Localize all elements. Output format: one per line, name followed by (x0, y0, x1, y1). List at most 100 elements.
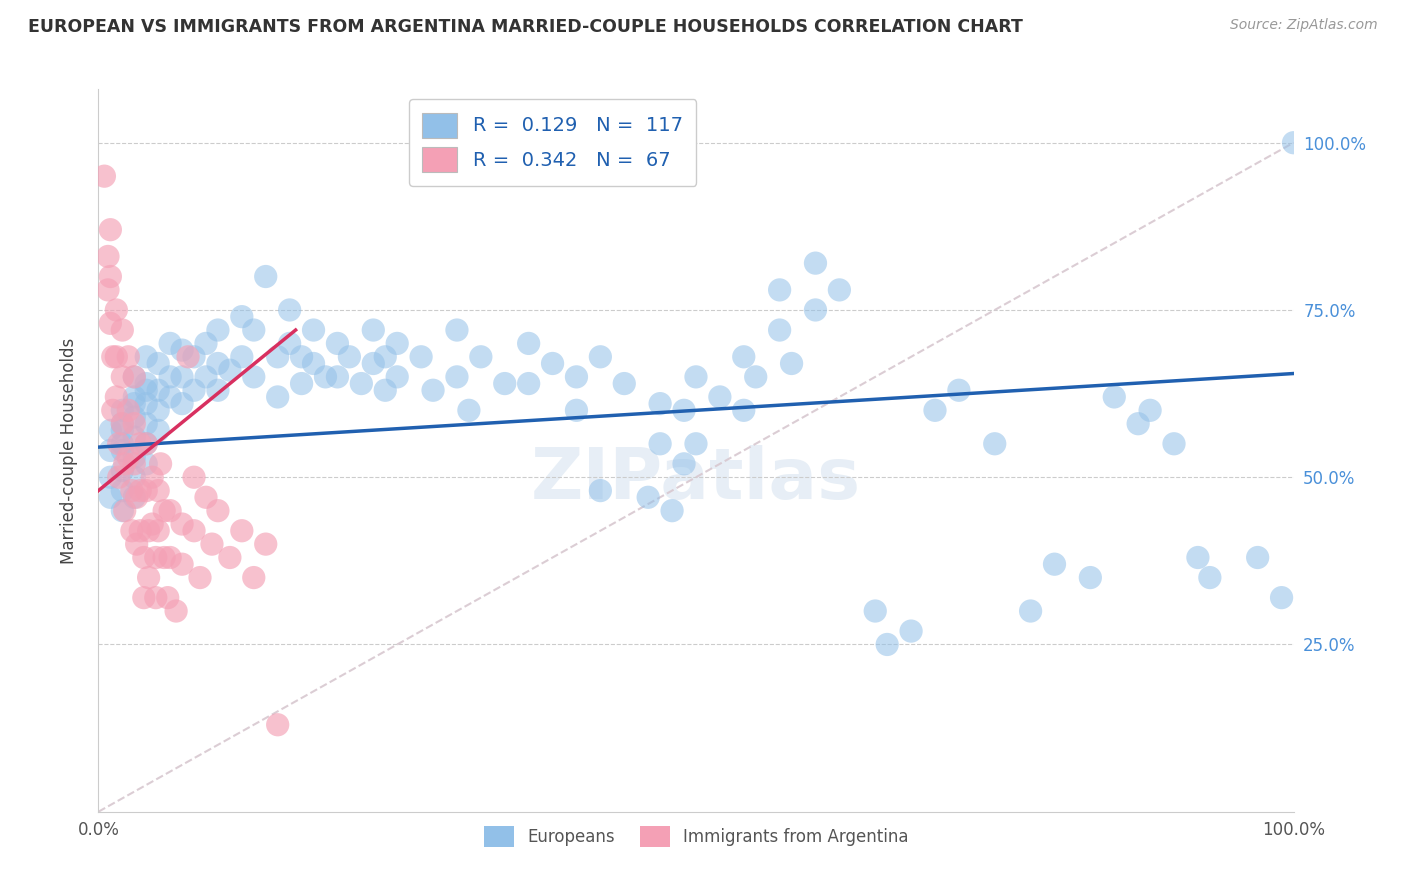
Point (207, 384, 229, 398)
Point (111, 417, 134, 431)
Point (458, 403, 481, 417)
Point (114, 503, 136, 517)
Point (1163, 436, 1185, 450)
Point (148, 483, 170, 498)
Point (124, 417, 146, 431)
Point (374, 384, 396, 398)
Point (124, 369, 146, 384)
Point (326, 336, 349, 351)
Point (565, 403, 588, 417)
Point (183, 524, 205, 538)
Point (105, 390, 128, 404)
Point (129, 483, 152, 498)
Point (124, 369, 146, 384)
Point (267, 717, 290, 731)
Point (709, 390, 731, 404)
Point (231, 524, 253, 538)
Point (97, 283, 120, 297)
Point (648, 436, 672, 450)
Point (254, 537, 277, 551)
Point (148, 356, 170, 371)
Point (1282, 136, 1305, 150)
Point (411, 350, 433, 364)
Point (1043, 557, 1066, 572)
Point (1139, 403, 1161, 417)
Point (243, 369, 266, 384)
Point (589, 483, 612, 498)
Y-axis label: Married-couple Households: Married-couple Households (59, 337, 77, 564)
Point (101, 403, 124, 417)
Point (135, 436, 157, 450)
Point (207, 323, 229, 337)
Point (124, 430, 146, 444)
Point (111, 503, 134, 517)
Point (124, 410, 146, 425)
Point (446, 323, 468, 337)
Point (124, 396, 146, 410)
Point (159, 336, 181, 351)
Point (124, 457, 146, 471)
Point (98, 470, 122, 484)
Point (207, 503, 229, 517)
Point (105, 303, 128, 318)
Point (159, 390, 181, 404)
Point (183, 470, 205, 484)
Point (125, 491, 148, 505)
Point (231, 310, 253, 324)
Point (219, 363, 242, 377)
Point (876, 637, 898, 651)
Point (129, 524, 152, 538)
Point (172, 517, 194, 532)
Point (363, 323, 385, 337)
Point (291, 376, 314, 391)
Point (125, 537, 148, 551)
Point (267, 390, 290, 404)
Point (124, 450, 146, 465)
Point (780, 356, 803, 371)
Point (494, 376, 516, 391)
Point (1247, 550, 1270, 565)
Point (517, 376, 540, 391)
Legend: Europeans, Immigrants from Argentina: Europeans, Immigrants from Argentina (477, 819, 915, 854)
Point (315, 369, 337, 384)
Point (385, 369, 409, 384)
Point (124, 390, 146, 404)
Point (124, 470, 146, 484)
Point (1199, 571, 1222, 585)
Point (278, 303, 301, 318)
Point (745, 369, 768, 384)
Point (984, 436, 1007, 450)
Point (93, 169, 115, 184)
Point (117, 403, 139, 417)
Point (148, 403, 170, 417)
Point (685, 369, 707, 384)
Point (145, 550, 167, 565)
Point (207, 356, 229, 371)
Point (470, 350, 492, 364)
Point (195, 369, 218, 384)
Point (124, 491, 146, 505)
Point (565, 369, 588, 384)
Point (254, 269, 277, 284)
Point (673, 457, 696, 471)
Point (111, 424, 134, 438)
Point (768, 323, 790, 337)
Point (148, 384, 170, 398)
Point (374, 350, 396, 364)
Point (111, 369, 134, 384)
Point (1128, 417, 1150, 431)
Point (733, 403, 755, 417)
Text: EUROPEAN VS IMMIGRANTS FROM ARGENTINA MARRIED-COUPLE HOUSEHOLDS CORRELATION CHAR: EUROPEAN VS IMMIGRANTS FROM ARGENTINA MA… (28, 18, 1024, 36)
Point (195, 336, 218, 351)
Point (111, 436, 134, 450)
Point (111, 403, 134, 417)
Point (132, 591, 155, 605)
Point (1187, 550, 1209, 565)
Point (231, 350, 253, 364)
Point (1104, 390, 1126, 404)
Point (129, 436, 152, 450)
Point (145, 591, 167, 605)
Point (153, 503, 176, 517)
Point (804, 303, 827, 318)
Point (111, 323, 134, 337)
